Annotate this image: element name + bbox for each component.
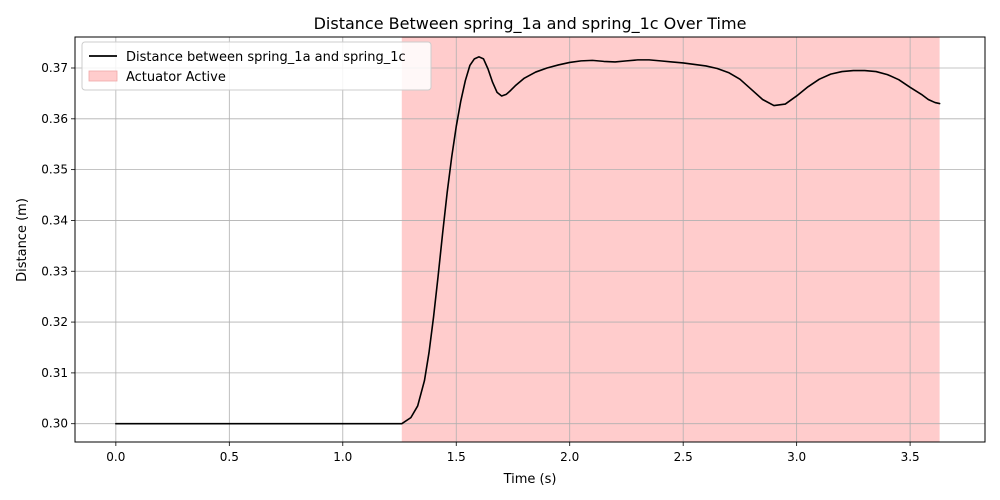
x-tick-label: 1.0: [333, 450, 352, 464]
y-tick-label: 0.32: [41, 315, 68, 329]
x-tick-label: 3.5: [901, 450, 920, 464]
x-tick-label: 3.0: [787, 450, 806, 464]
legend-label-distance: Distance between spring_1a and spring_1c: [126, 50, 406, 65]
y-tick-label: 0.36: [41, 112, 68, 126]
legend-label-actuator-active: Actuator Active: [126, 70, 226, 85]
y-tick-label: 0.33: [41, 264, 68, 278]
legend-fill-swatch: [88, 70, 118, 82]
y-axis: 0.30 0.31 0.32 0.33 0.34 0.35 0.36 0.37: [41, 61, 75, 431]
y-axis-title: Distance (m): [15, 198, 30, 282]
y-tick-label: 0.37: [41, 61, 68, 75]
series-layer: [115, 56, 941, 425]
x-tick-label: 2.5: [674, 450, 693, 464]
x-axis: 0.0 0.5 1.0 1.5 2.0 2.5 3.0 3.5: [106, 442, 920, 464]
y-tick-label: 0.35: [41, 163, 68, 177]
x-tick-label: 0.0: [106, 450, 125, 464]
series-line-distance: [115, 56, 941, 425]
x-tick-label: 1.5: [447, 450, 466, 464]
y-tick-label: 0.30: [41, 417, 68, 431]
actuator-active-region: [401, 37, 940, 442]
x-tick-label: 2.0: [560, 450, 579, 464]
x-axis-title: Time (s): [503, 472, 557, 487]
legend: Distance between spring_1a and spring_1c…: [81, 41, 432, 91]
y-tick-label: 0.34: [41, 213, 68, 227]
legend-box: [81, 41, 432, 91]
y-tick-label: 0.31: [41, 366, 68, 380]
x-tick-label: 0.5: [220, 450, 239, 464]
chart-title: Distance Between spring_1a and spring_1c…: [314, 14, 747, 34]
plot-frame: [74, 36, 986, 443]
